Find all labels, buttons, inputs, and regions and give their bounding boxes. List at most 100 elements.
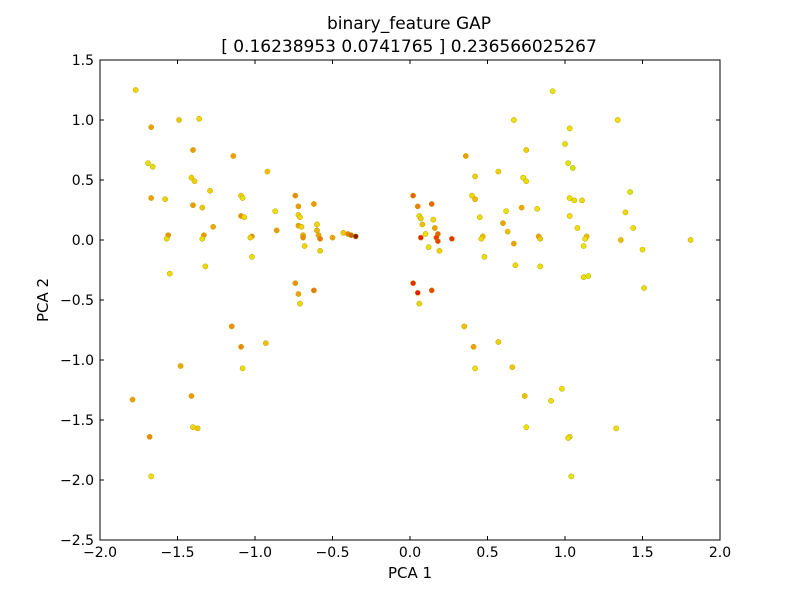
- scatter-point-39: [300, 234, 306, 241]
- scatter-point-98: [504, 228, 511, 235]
- scatter-point-105: [523, 147, 530, 153]
- scatter-point-128: [627, 189, 633, 195]
- scatter-point-71: [418, 215, 424, 222]
- scatter-point-9: [176, 117, 182, 123]
- scatter-point-130: [639, 246, 646, 253]
- scatter-point-123: [580, 274, 587, 281]
- scatter-point-131: [641, 285, 647, 291]
- scatter-point-89: [469, 192, 475, 199]
- scatter-point-122: [580, 243, 587, 249]
- scatter-point-104: [523, 178, 530, 185]
- scatter-point-126: [617, 237, 624, 243]
- scatter-point-67: [410, 192, 416, 199]
- scatter-point-86: [416, 300, 423, 307]
- scatter-point-23: [239, 195, 246, 201]
- scatter-point-87: [462, 153, 469, 159]
- scatter-point-41: [311, 201, 317, 207]
- scatter-point-35: [297, 214, 303, 221]
- scatter-point-48: [340, 229, 347, 236]
- scatter-point-32: [292, 192, 299, 199]
- scatter-point-10: [190, 147, 196, 153]
- scatter-point-15: [199, 204, 206, 211]
- scatter-point-88: [472, 173, 478, 180]
- scatter-point-30: [272, 208, 278, 215]
- scatter-point-133: [461, 323, 468, 330]
- scatter-point-4: [148, 195, 154, 201]
- scatter-point-145: [613, 425, 620, 432]
- scatter-point-37: [298, 223, 305, 230]
- x-tick-label-8: 2.0: [709, 545, 731, 561]
- x-tick-label-7: 1.5: [631, 545, 653, 561]
- scatter-point-31: [273, 227, 280, 234]
- scatter-point-137: [509, 364, 516, 371]
- scatter-point-75: [430, 216, 437, 223]
- scatter-point-99: [510, 240, 517, 247]
- scatter-point-1: [148, 124, 154, 131]
- scatter-point-83: [410, 280, 416, 287]
- scatter-point-55: [311, 287, 317, 294]
- scatter-point-101: [510, 117, 517, 123]
- scatter-point-96: [503, 208, 509, 215]
- plot-frame: [99, 59, 721, 541]
- scatter-point-132: [687, 237, 694, 243]
- scatter-point-21: [230, 153, 237, 159]
- scatter-point-12: [191, 178, 198, 185]
- scatter-point-63: [194, 425, 201, 432]
- scatter-point-46: [317, 247, 323, 254]
- scatter-point-76: [431, 225, 438, 231]
- scatter-point-93: [478, 235, 485, 242]
- y-axis-label: PCA 2: [34, 278, 52, 322]
- scatter-point-65: [146, 433, 153, 440]
- scatter-point-50: [348, 232, 354, 239]
- scatter-point-68: [414, 203, 421, 210]
- scatter-point-136: [495, 339, 502, 345]
- scatter-point-28: [249, 253, 255, 260]
- scatter-point-129: [630, 225, 637, 231]
- y-tick-label-3: −1.0: [60, 353, 94, 369]
- scatter-point-20: [210, 223, 216, 230]
- scatter-point-11: [188, 174, 195, 181]
- scatter-point-54: [297, 300, 303, 307]
- scatter-point-108: [537, 235, 544, 242]
- scatter-point-125: [614, 117, 621, 123]
- scatter-point-119: [579, 197, 585, 204]
- scatter-point-103: [520, 174, 527, 181]
- scatter-point-127: [622, 209, 629, 216]
- scatter-point-17: [199, 235, 206, 242]
- scatter-point-40: [301, 243, 308, 249]
- scatter-point-82: [449, 235, 455, 242]
- scatter-point-124: [585, 273, 592, 279]
- scatter-point-29: [264, 168, 271, 175]
- scatter-point-100: [512, 262, 519, 269]
- scatter-point-111: [562, 141, 568, 147]
- scatter-point-116: [571, 197, 578, 204]
- scatter-point-139: [523, 424, 530, 431]
- scatter-point-117: [566, 213, 573, 219]
- scatter-point-141: [559, 385, 565, 392]
- chart-title: binary_feature GAP: [327, 14, 491, 34]
- y-tick-label-2: −1.5: [60, 413, 94, 429]
- scatter-point-33: [295, 203, 302, 210]
- scatter-point-114: [569, 165, 576, 171]
- scatter-point-64: [129, 396, 136, 403]
- y-tick-label-8: 1.5: [72, 53, 94, 69]
- scatter-point-14: [196, 115, 203, 122]
- scatter-point-61: [188, 393, 195, 399]
- points-layer: [129, 87, 694, 480]
- scatter-point-58: [263, 340, 269, 347]
- scatter-point-2: [145, 160, 151, 167]
- scatter-point-43: [314, 227, 320, 234]
- scatter-point-85: [428, 287, 435, 294]
- scatter-point-115: [566, 195, 573, 201]
- scatter-point-80: [425, 244, 432, 251]
- chart-subtitle: [ 0.16238953 0.0741765 ] 0.236566025267: [221, 37, 597, 57]
- y-tick-label-4: −0.5: [60, 293, 94, 309]
- scatter-point-106: [534, 205, 540, 212]
- scatter-point-18: [202, 263, 209, 270]
- scatter-point-79: [435, 238, 441, 245]
- scatter-point-91: [476, 214, 483, 221]
- x-tick-label-4: 0.0: [399, 545, 421, 561]
- scatter-point-25: [241, 214, 247, 221]
- scatter-point-53: [295, 291, 302, 297]
- scatter-point-113: [566, 125, 573, 132]
